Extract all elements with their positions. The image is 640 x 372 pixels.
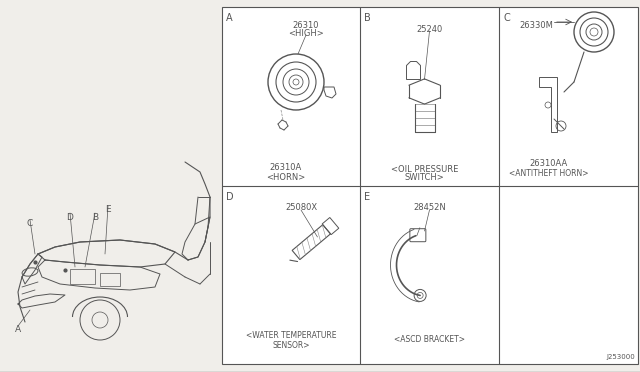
Text: <ANTITHEFT HORN>: <ANTITHEFT HORN> [509,170,589,179]
Bar [70,269,95,284]
Text: B: B [364,13,371,23]
Text: 26310: 26310 [292,20,319,29]
Text: D: D [226,192,234,202]
Text: 26310A: 26310A [270,164,302,173]
Text: C: C [503,13,509,23]
Text: <WATER TEMPERATURE: <WATER TEMPERATURE [246,331,336,340]
Text: <ASCD BRACKET>: <ASCD BRACKET> [394,336,465,344]
Text: SWITCH>: SWITCH> [404,173,444,183]
Text: SENSOR>: SENSOR> [272,340,310,350]
Text: C: C [27,219,33,228]
Text: 26330M: 26330M [519,20,553,29]
Text: D: D [67,212,74,221]
Text: <HORN>: <HORN> [266,173,306,182]
Text: J253000: J253000 [606,354,635,360]
Text: A: A [226,13,232,23]
Text: 26310AA: 26310AA [530,160,568,169]
Bar [100,273,120,286]
Text: <OIL PRESSURE: <OIL PRESSURE [391,166,458,174]
Bar [222,7,638,364]
Text: 25080X: 25080X [285,203,317,212]
Text: B: B [92,212,98,221]
Text: E: E [364,192,370,202]
Text: 28452N: 28452N [413,203,446,212]
Text: A: A [15,326,21,334]
Text: E: E [105,205,111,215]
Text: 25240: 25240 [417,25,443,33]
Text: <HIGH>: <HIGH> [288,29,324,38]
